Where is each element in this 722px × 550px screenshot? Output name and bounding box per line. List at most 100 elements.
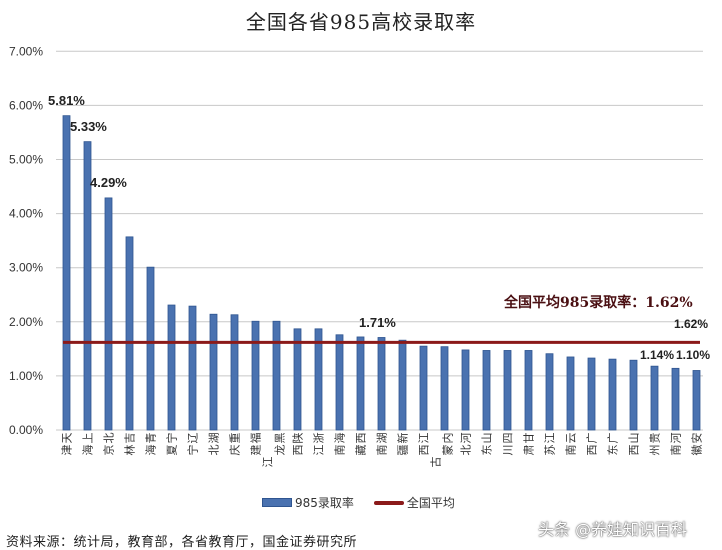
svg-text:北: 北 bbox=[208, 445, 221, 456]
svg-text:庆: 庆 bbox=[228, 445, 242, 456]
bar[interactable] bbox=[545, 353, 554, 431]
x-tick-label: 宁夏 bbox=[165, 433, 179, 456]
svg-text:海: 海 bbox=[81, 445, 95, 456]
x-tick-label: 青海 bbox=[144, 433, 158, 456]
bar[interactable] bbox=[230, 314, 239, 431]
y-tick-label: 3.00% bbox=[9, 261, 43, 275]
svg-text:天: 天 bbox=[61, 433, 74, 444]
svg-text:河: 河 bbox=[460, 433, 473, 444]
svg-text:贵: 贵 bbox=[649, 433, 662, 444]
watermark: 头条 @养娃知识百科 bbox=[538, 520, 688, 539]
bar[interactable] bbox=[503, 350, 512, 431]
svg-text:新: 新 bbox=[396, 433, 410, 444]
bar[interactable] bbox=[293, 328, 302, 431]
bar[interactable] bbox=[335, 334, 344, 431]
y-tick-label: 5.00% bbox=[9, 153, 43, 167]
legend-line-label: 全国平均 bbox=[406, 496, 455, 510]
bar[interactable] bbox=[377, 337, 386, 431]
bar[interactable] bbox=[587, 357, 596, 431]
svg-text:江: 江 bbox=[313, 445, 326, 456]
svg-text:上: 上 bbox=[82, 433, 95, 444]
data-label: 1.62% bbox=[674, 317, 708, 331]
svg-text:南: 南 bbox=[376, 445, 389, 456]
svg-text:蒙: 蒙 bbox=[442, 445, 455, 456]
bar[interactable] bbox=[209, 313, 218, 431]
bar[interactable] bbox=[629, 359, 638, 431]
svg-text:徽: 徽 bbox=[690, 445, 704, 456]
svg-text:宁: 宁 bbox=[165, 433, 179, 444]
svg-text:西: 西 bbox=[292, 445, 305, 456]
x-tick-label: 浙江 bbox=[313, 433, 326, 456]
data-label: 1.71% bbox=[359, 315, 396, 330]
line-swatch-icon bbox=[373, 500, 404, 505]
svg-text:安: 安 bbox=[690, 433, 704, 444]
svg-text:青: 青 bbox=[145, 433, 158, 444]
data-label: 4.29% bbox=[90, 175, 127, 190]
bar[interactable] bbox=[440, 346, 449, 431]
svg-text:辽: 辽 bbox=[187, 433, 200, 444]
svg-text:黑: 黑 bbox=[274, 433, 287, 444]
bar[interactable] bbox=[419, 345, 428, 431]
svg-text:州: 州 bbox=[649, 445, 662, 456]
svg-text:山: 山 bbox=[481, 433, 494, 444]
bar[interactable] bbox=[671, 367, 680, 431]
svg-text:江: 江 bbox=[262, 457, 275, 468]
svg-text:苏: 苏 bbox=[544, 445, 557, 456]
bar[interactable] bbox=[251, 320, 260, 431]
average-annotation: 全国平均985录取率：1.62% bbox=[504, 295, 693, 311]
bar[interactable] bbox=[125, 236, 134, 431]
x-tick-label: 甘肃 bbox=[523, 433, 536, 456]
svg-text:西: 西 bbox=[586, 445, 599, 456]
x-tick-label: 福建 bbox=[249, 433, 263, 456]
svg-text:东: 东 bbox=[607, 445, 620, 456]
svg-text:藏: 藏 bbox=[355, 445, 368, 456]
svg-text:西: 西 bbox=[628, 445, 641, 456]
legend-bar-label: 985录取率 bbox=[295, 496, 354, 510]
bar[interactable] bbox=[62, 115, 71, 431]
svg-text:南: 南 bbox=[334, 445, 347, 456]
legend-item-bar[interactable]: 985录取率 bbox=[262, 494, 354, 511]
svg-text:东: 东 bbox=[481, 445, 494, 456]
bar[interactable] bbox=[398, 339, 407, 431]
y-tick-label: 2.00% bbox=[9, 315, 43, 329]
bar[interactable] bbox=[524, 350, 533, 431]
legend: 985录取率 全国平均 bbox=[262, 494, 475, 511]
y-tick-label: 6.00% bbox=[9, 98, 43, 112]
bar[interactable] bbox=[356, 336, 365, 431]
chart-title: 全国各省985高校录取率 bbox=[245, 10, 477, 34]
bar[interactable] bbox=[188, 305, 197, 431]
x-tick-label: 湖北 bbox=[208, 433, 221, 456]
bar[interactable] bbox=[650, 365, 659, 431]
svg-text:南: 南 bbox=[670, 445, 683, 456]
bar[interactable] bbox=[692, 370, 701, 431]
svg-text:甘: 甘 bbox=[523, 433, 536, 444]
x-tick-label: 江西 bbox=[418, 433, 431, 456]
svg-text:四: 四 bbox=[502, 433, 515, 444]
bar[interactable] bbox=[314, 328, 323, 431]
x-axis-labels: 天津上海北京吉林青海宁夏辽宁湖北重庆福建黑龙江陕西浙江海南西藏湖南新疆江西内蒙古… bbox=[61, 433, 704, 468]
svg-text:川: 川 bbox=[502, 445, 515, 456]
svg-text:京: 京 bbox=[102, 445, 116, 456]
svg-text:龙: 龙 bbox=[274, 445, 287, 456]
bar[interactable] bbox=[167, 304, 176, 431]
svg-text:云: 云 bbox=[565, 433, 578, 444]
bar[interactable] bbox=[272, 320, 281, 431]
legend-item-line[interactable]: 全国平均 bbox=[373, 494, 455, 511]
bar[interactable] bbox=[461, 349, 470, 431]
svg-text:吉: 吉 bbox=[124, 433, 137, 444]
bar[interactable] bbox=[482, 350, 491, 431]
x-tick-label: 海南 bbox=[333, 433, 347, 456]
bar[interactable] bbox=[146, 266, 155, 431]
svg-text:南: 南 bbox=[565, 445, 578, 456]
svg-text:江: 江 bbox=[418, 433, 431, 444]
bar[interactable] bbox=[608, 358, 617, 431]
bar[interactable] bbox=[104, 197, 113, 431]
x-tick-label: 山东 bbox=[481, 433, 494, 456]
bar[interactable] bbox=[83, 141, 92, 431]
x-tick-label: 山西 bbox=[628, 433, 641, 456]
bar-swatch-icon bbox=[262, 498, 292, 507]
bar[interactable] bbox=[566, 356, 575, 431]
svg-text:广: 广 bbox=[607, 433, 620, 444]
y-tick-label: 7.00% bbox=[9, 44, 43, 58]
